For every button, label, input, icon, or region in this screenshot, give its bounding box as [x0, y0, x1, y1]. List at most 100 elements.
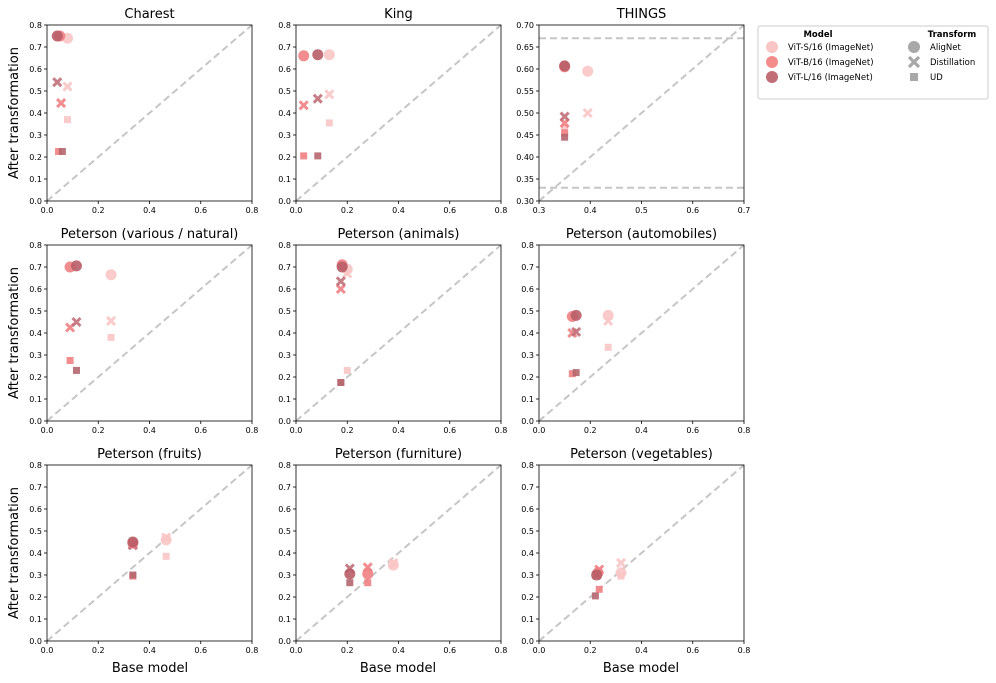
y-tick-label: 0.1 — [29, 615, 42, 624]
point-s-distillation — [106, 315, 117, 326]
point-l-ud — [72, 366, 80, 374]
point-s-alignet — [582, 65, 594, 77]
y-tick-label: 0.2 — [278, 373, 291, 382]
point-l-ud — [129, 571, 137, 579]
point-s-alignet — [323, 49, 335, 61]
x-tick-label: 0.8 — [246, 426, 259, 435]
y-tick-label: 0.45 — [516, 131, 534, 140]
y-tick-label: 0.0 — [29, 197, 42, 206]
legend-marker-vit-s — [766, 41, 778, 53]
legend-label-vit-l: ViT-L/16 (ImageNet) — [788, 73, 873, 83]
y-tick-label: 0.8 — [521, 461, 534, 470]
panel-6: Peterson (automobiles) 0.0 0.2 0.4 0.6 0.8 0.0… — [521, 227, 750, 435]
point-s-ud — [64, 116, 71, 124]
point-b-distillation — [56, 98, 67, 109]
y-tick-label: 0.40 — [516, 153, 534, 162]
y-tick-label: 0.2 — [278, 153, 291, 162]
point-l-distillation — [335, 276, 346, 287]
x-tick-label: 0.6 — [686, 646, 699, 655]
y-tick-label: 0.5 — [29, 527, 42, 536]
y-tick-label: 0.0 — [29, 417, 42, 426]
y-tick-label: 0.1 — [278, 395, 291, 404]
y-tick-label: 0.0 — [278, 197, 291, 206]
diagonal-reference-line — [538, 24, 745, 202]
y-axis-label-row-3: After transformation — [7, 487, 22, 619]
legend-marker-ud — [910, 73, 918, 81]
x-tick-label: 0.4 — [584, 206, 597, 215]
y-tick-label: 0.3 — [29, 571, 42, 580]
y-tick-label: 0.55 — [516, 87, 534, 96]
axes-frame — [538, 464, 745, 642]
point-b-ud — [364, 579, 372, 587]
y-tick-label: 0.8 — [29, 241, 42, 250]
point-l-distillation — [571, 326, 582, 337]
legend-marker-vit-l — [766, 71, 778, 83]
x-tick-label: 0.4 — [143, 646, 156, 655]
legend-transform-header: Transform — [928, 30, 977, 40]
y-tick-label: 0.8 — [29, 21, 42, 30]
point-l-distillation — [71, 316, 82, 328]
diagonal-reference-line — [46, 244, 253, 422]
x-axis-label-col-1: Base model — [112, 661, 188, 676]
x-tick-label: 0.6 — [443, 426, 456, 435]
x-tick-label: 0.4 — [143, 426, 156, 435]
diagonal-reference-line — [46, 24, 253, 202]
point-l-alignet — [344, 568, 356, 580]
panel-title: Peterson (various / natural) — [61, 227, 239, 242]
point-s-alignet — [615, 567, 627, 579]
y-tick-label: 0.4 — [278, 549, 291, 558]
x-tick-label: 0.4 — [392, 206, 405, 215]
point-b-ud — [55, 148, 63, 155]
y-tick-label: 0.8 — [278, 461, 291, 470]
y-tick-label: 0.2 — [29, 593, 42, 602]
point-b-distillation — [335, 283, 346, 295]
y-tick-label: 0.1 — [521, 395, 534, 404]
point-s-ud — [604, 343, 612, 351]
y-tick-label: 0.4 — [278, 329, 291, 338]
x-tick-label: 0.0 — [533, 646, 546, 655]
panels-group: Charest 0.0 0.2 0.4 0.6 0.8 0.0 0.1 0.2 0.3 0.4 0.5… — [29, 7, 750, 655]
point-s-ud — [343, 366, 351, 374]
legend: Model Transform ViT-S/16 (ImageNet) ViT-… — [757, 25, 989, 100]
y-tick-label: 0.4 — [29, 109, 42, 118]
y-tick-label: 0.1 — [521, 615, 534, 624]
y-tick-label: 0.2 — [521, 593, 534, 602]
x-tick-label: 0.0 — [290, 206, 303, 215]
point-s-distillation — [615, 557, 627, 568]
x-tick-label: 0.6 — [686, 206, 699, 215]
legend-label-vit-s: ViT-S/16 (ImageNet) — [788, 43, 873, 53]
point-s-alignet — [602, 309, 614, 321]
diagonal-reference-line — [46, 464, 253, 642]
x-tick-label: 0.3 — [533, 206, 546, 215]
point-l-ud — [561, 133, 569, 141]
legend-marker-distillation — [907, 55, 921, 69]
x-tick-label: 0.4 — [143, 206, 156, 215]
x-tick-label: 0.0 — [290, 426, 303, 435]
x-tick-label: 0.8 — [738, 426, 751, 435]
x-tick-label: 0.8 — [495, 426, 508, 435]
panel-7: Peterson (fruits) 0.0 0.2 0.4 0.6 0.8 0.0 0.1 0.… — [29, 447, 258, 655]
y-tick-label: 0.7 — [278, 43, 291, 52]
y-tick-label: 0.8 — [278, 241, 291, 250]
y-tick-label: 0.60 — [516, 65, 534, 74]
legend-label-vit-b: ViT-B/16 (ImageNet) — [788, 58, 874, 68]
point-s-alignet — [387, 559, 399, 571]
x-tick-label: 0.6 — [194, 426, 207, 435]
y-tick-label: 0.4 — [521, 549, 534, 558]
x-tick-label: 0.4 — [392, 646, 405, 655]
x-tick-label: 0.2 — [92, 206, 105, 215]
diagonal-reference-line — [538, 244, 745, 422]
y-tick-label: 0.5 — [521, 307, 534, 316]
y-tick-label: 0.65 — [516, 43, 534, 52]
y-tick-label: 0.2 — [521, 373, 534, 382]
point-l-distillation — [559, 111, 570, 122]
y-tick-label: 0.8 — [521, 241, 534, 250]
point-b-distillation — [298, 100, 309, 111]
panel-1: Charest 0.0 0.2 0.4 0.6 0.8 0.0 0.1 0.2 0.3 0.4 0.5… — [29, 7, 258, 215]
x-tick-label: 0.2 — [341, 426, 354, 435]
point-l-alignet — [559, 60, 571, 72]
y-tick-label: 0.5 — [278, 307, 291, 316]
y-tick-label: 0.1 — [29, 395, 42, 404]
y-tick-label: 0.8 — [29, 461, 42, 470]
